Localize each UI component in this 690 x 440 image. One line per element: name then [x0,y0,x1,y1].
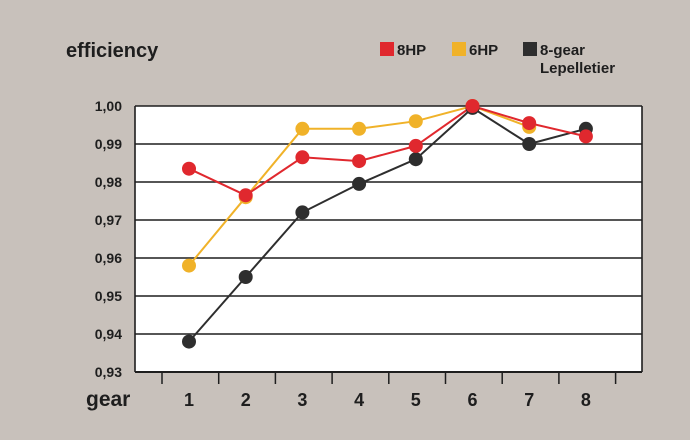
legend-label-8hp: 8HP [397,42,426,59]
data-point-8hp [408,138,423,153]
legend-swatch-6hp [452,42,466,56]
data-point-8-gear-lepelletier [522,137,537,151]
legend-swatch-lepelletier [523,42,537,56]
series-points [182,99,593,349]
grid [134,105,643,373]
chart-title: efficiency [66,40,159,62]
x-tick-label: 8 [581,390,591,410]
data-point-8hp [352,154,367,169]
series-line-8hp [188,104,587,197]
data-point-8-gear-lepelletier [295,205,310,220]
data-point-8hp [465,99,480,113]
x-tick-label: 7 [524,390,534,410]
series-line-8-gear-lepelletier [188,106,587,343]
x-tick-label: 6 [467,390,477,410]
data-point-8hp [578,129,593,144]
y-tick-label: 0,94 [95,326,122,342]
y-tick-label: 0,95 [95,288,122,304]
data-point-6hp [352,121,367,136]
y-tick-label: 1,00 [95,98,122,114]
data-point-6hp [182,258,196,273]
data-point-8-gear-lepelletier [182,334,196,349]
plot-area [135,106,642,372]
data-point-8hp [182,161,196,176]
x-tick-label: 2 [241,390,251,410]
data-point-8-gear-lepelletier [352,176,367,191]
legend-label-lepelletier: 8-gear Lepelletier [540,42,615,77]
x-tick-label: 3 [297,390,307,410]
y-tick-labels: 0,93 0,94 0,95 0,96 0,97 0,98 0,99 1,00 [95,98,122,380]
y-tick-label: 0,98 [95,174,122,190]
data-point-6hp [408,114,423,129]
data-point-8hp [238,188,253,203]
y-tick-label: 0,97 [95,212,122,228]
y-tick-label: 0,93 [95,364,122,380]
y-tick-label: 0,96 [95,250,122,266]
legend-label-6hp: 6HP [469,42,498,59]
x-axis-title: gear [86,388,130,411]
data-point-8hp [295,150,310,165]
x-tick-label: 5 [411,390,421,410]
y-tick-label: 0,99 [95,136,122,152]
legend: 8HP 6HP 8-gear Lepelletier [380,42,615,77]
data-point-6hp [295,121,310,136]
legend-swatch-8hp [380,42,394,56]
data-point-8-gear-lepelletier [238,270,253,284]
x-tick-label: 4 [354,390,364,410]
data-point-8hp [522,116,537,131]
x-axis: 1 2 3 4 5 6 7 8 [135,371,642,410]
x-tick-label: 1 [184,390,194,410]
data-point-8-gear-lepelletier [408,152,423,167]
